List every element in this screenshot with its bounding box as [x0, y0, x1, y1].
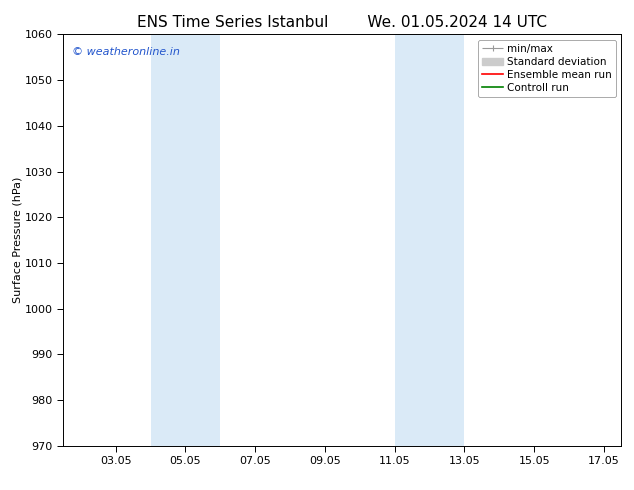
- Title: ENS Time Series Istanbul        We. 01.05.2024 14 UTC: ENS Time Series Istanbul We. 01.05.2024 …: [138, 15, 547, 30]
- Bar: [150, 34, 221, 446]
- Y-axis label: Surface Pressure (hPa): Surface Pressure (hPa): [12, 177, 22, 303]
- Legend: min/max, Standard deviation, Ensemble mean run, Controll run: min/max, Standard deviation, Ensemble me…: [478, 40, 616, 97]
- Text: © weatheronline.in: © weatheronline.in: [72, 47, 179, 57]
- Bar: [394, 34, 464, 446]
